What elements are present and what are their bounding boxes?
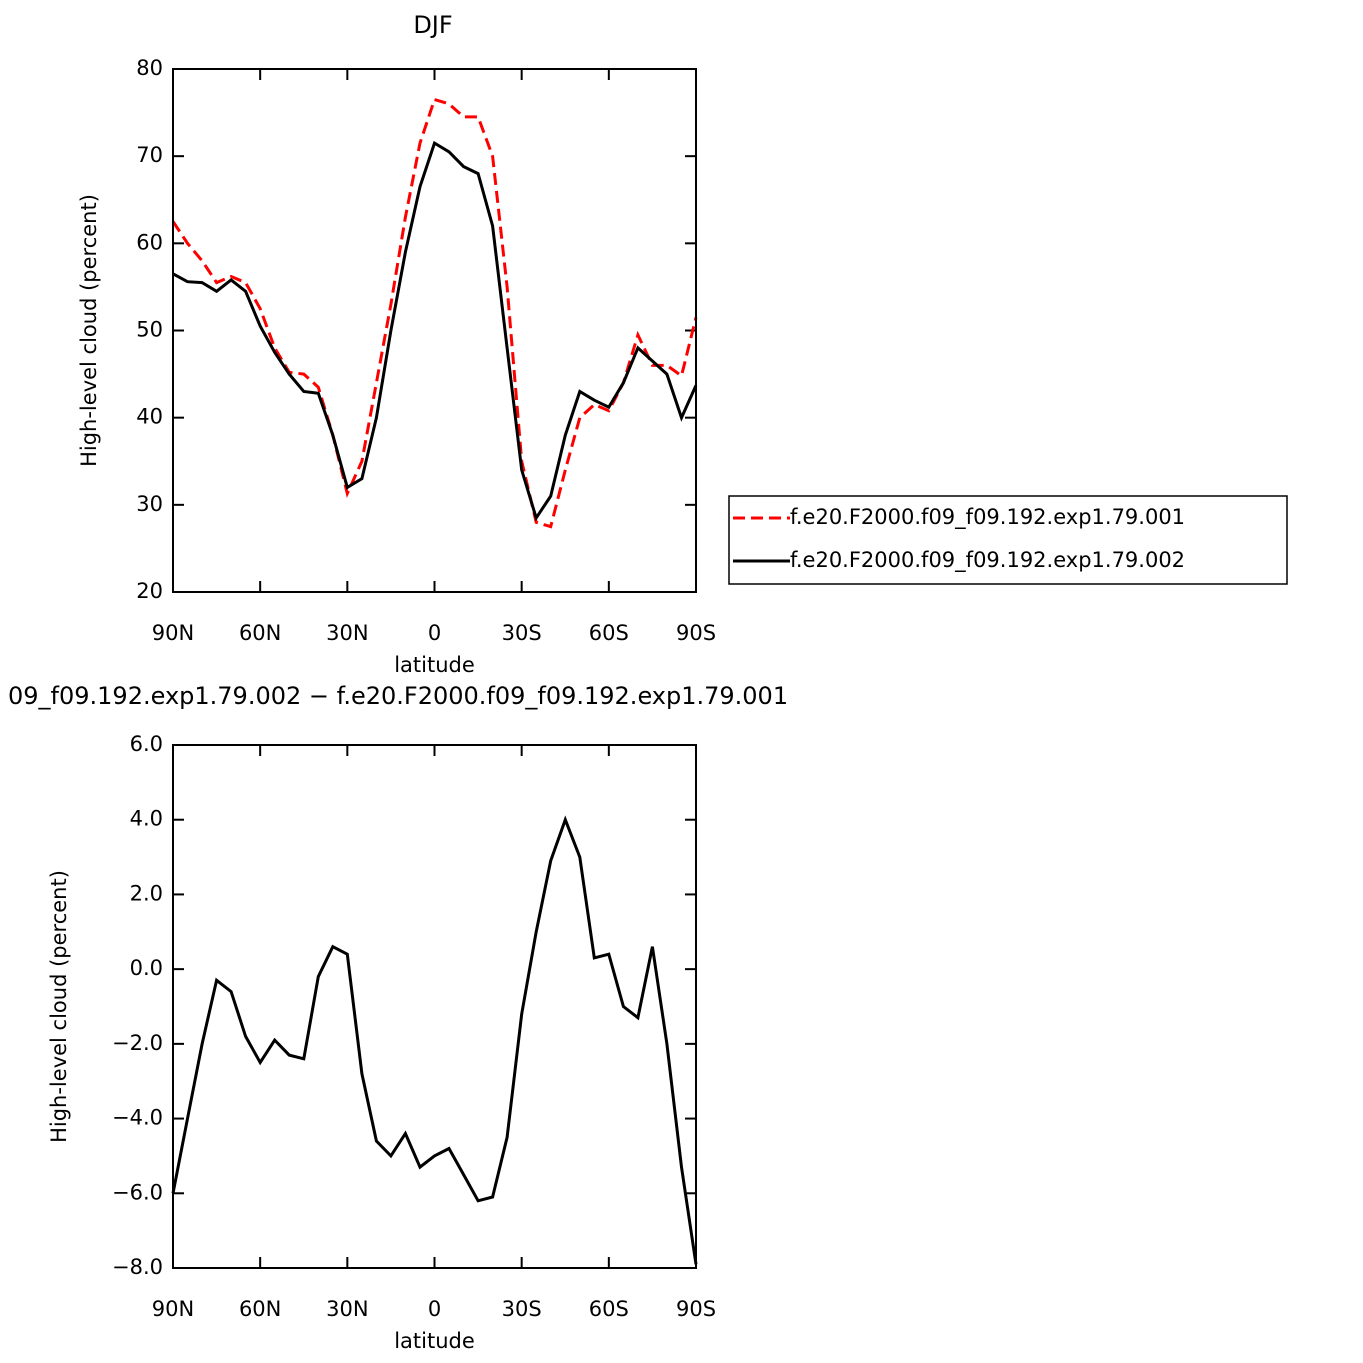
x-axis-label: latitude: [394, 1329, 475, 1353]
y-tick-label: 80: [136, 56, 163, 80]
data-line: [171, 815, 698, 1265]
legend-box: [728, 495, 1288, 585]
y-tick-label: −4.0: [112, 1106, 163, 1130]
legend-label: f.e20.F2000.f09_f09.192.exp1.79.001: [790, 505, 1185, 530]
x-tick-label: 90N: [152, 1297, 194, 1321]
x-tick-label: 60S: [589, 1297, 629, 1321]
chart-title: 09_f09.192.exp1.79.002 − f.e20.F2000.f09…: [8, 682, 788, 710]
x-axis-label: latitude: [394, 653, 475, 677]
y-tick-label: 6.0: [130, 732, 163, 756]
x-tick-label: 60N: [239, 1297, 281, 1321]
y-tick-label: −8.0: [112, 1255, 163, 1279]
y-tick-label: 20: [136, 579, 163, 603]
x-tick-label: 90S: [676, 621, 716, 645]
x-tick-label: 30N: [326, 621, 368, 645]
x-tick-label: 30S: [502, 621, 542, 645]
y-tick-label: −2.0: [112, 1031, 163, 1055]
x-tick-label: 0: [428, 1297, 441, 1321]
data-line: [172, 140, 698, 522]
x-tick-label: 30S: [502, 1297, 542, 1321]
x-tick-label: 60N: [239, 621, 281, 645]
y-tick-label: 0.0: [130, 956, 163, 980]
y-tick-label: 70: [136, 143, 163, 167]
y-tick-label: 40: [136, 405, 163, 429]
y-tick-label: 60: [136, 230, 163, 254]
plot-frame: [172, 68, 697, 593]
y-tick-label: 30: [136, 492, 163, 516]
chart-title: DJF: [413, 11, 452, 39]
plot-frame: [172, 744, 697, 1269]
x-tick-label: 30N: [326, 1297, 368, 1321]
x-tick-label: 60S: [589, 621, 629, 645]
y-tick-label: 4.0: [130, 807, 163, 831]
y-axis-label: High-level cloud (percent): [77, 194, 101, 467]
y-tick-label: 2.0: [130, 881, 163, 905]
x-tick-label: 0: [428, 621, 441, 645]
y-tick-label: 50: [136, 318, 163, 342]
x-tick-label: 90N: [152, 621, 194, 645]
data-line: [171, 97, 698, 529]
legend-label: f.e20.F2000.f09_f09.192.exp1.79.002: [790, 548, 1185, 573]
x-tick-label: 90S: [676, 1297, 716, 1321]
y-tick-label: −6.0: [112, 1180, 163, 1204]
y-axis-label: High-level cloud (percent): [47, 870, 71, 1143]
